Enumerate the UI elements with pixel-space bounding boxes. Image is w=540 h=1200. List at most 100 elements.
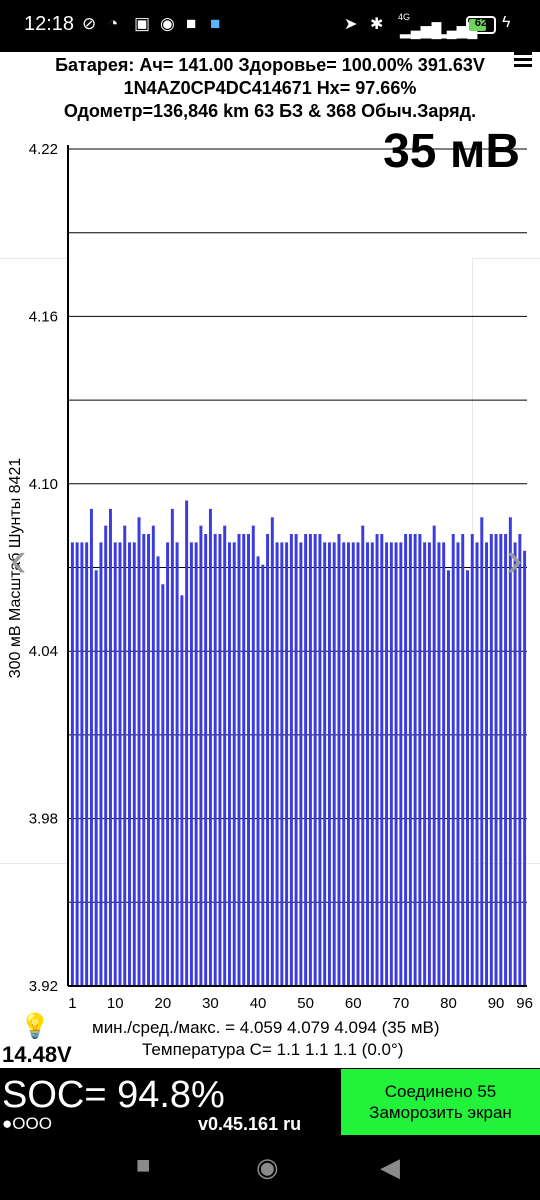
bar (513, 542, 517, 986)
alarm-icon: ◔ (108, 14, 119, 33)
freeze-screen-button[interactable]: Соединено 55 Заморозить экран (341, 1069, 540, 1135)
bar (504, 534, 508, 986)
bar (347, 542, 350, 986)
bar (199, 525, 203, 986)
x-tick-label: 1 (68, 995, 76, 1012)
bar (437, 542, 441, 986)
min-avg-max: мин./сред./макс. = 4.059 4.079 4.094 (35… (92, 1018, 440, 1037)
bar (308, 534, 312, 986)
bar (356, 542, 360, 986)
bar (232, 542, 236, 986)
bar (251, 525, 255, 986)
bar (518, 534, 522, 986)
bar (237, 534, 241, 986)
y-tick-label: 4.16 (29, 308, 58, 325)
bar (499, 534, 503, 986)
bar (289, 534, 293, 986)
bar (175, 542, 179, 986)
bar (85, 542, 89, 986)
next-arrow-icon[interactable]: › (506, 531, 523, 587)
bar (170, 508, 174, 986)
y-tick-label: 3.98 (29, 811, 58, 828)
bar (218, 534, 222, 986)
back-icon[interactable]: ◀ (380, 1152, 400, 1182)
app-blue-icon: ■ (210, 14, 221, 33)
home-icon[interactable]: ◉ (256, 1152, 279, 1182)
bar (456, 542, 460, 986)
bar (99, 542, 103, 986)
bar (89, 508, 93, 986)
bar (247, 534, 250, 986)
x-tick-label: 30 (202, 995, 219, 1012)
signal-icon: ▂▄▆█ (400, 22, 442, 38)
bar (494, 534, 498, 986)
page-dots[interactable]: ●OOO (2, 1114, 52, 1133)
app-version: v0.45.161 ru (198, 1114, 302, 1134)
bar (332, 542, 336, 986)
status-time: 12:18 (24, 13, 75, 35)
charging-icon: ϟ (502, 14, 511, 31)
prev-arrow-icon[interactable]: ‹ (10, 531, 27, 587)
bar (275, 542, 279, 986)
bar (70, 542, 74, 986)
bar (446, 570, 450, 986)
bar (151, 525, 155, 986)
bar (213, 534, 217, 986)
bar (408, 534, 412, 986)
x-tick-label: 20 (154, 995, 171, 1012)
bar (104, 525, 108, 986)
battery-level: 62 (474, 17, 488, 29)
bar (223, 525, 227, 986)
battery-icon: 62 (466, 16, 496, 34)
bar (80, 542, 84, 986)
x-tick-label: 50 (297, 995, 314, 1012)
x-tick-label: 70 (393, 995, 410, 1012)
bar (285, 542, 289, 986)
bar (280, 542, 284, 986)
bar (413, 534, 417, 986)
bar (399, 542, 403, 986)
bar (147, 534, 151, 986)
bar (366, 542, 370, 986)
y-tick-label: 4.10 (29, 476, 58, 493)
bar (442, 542, 446, 986)
bar (113, 542, 117, 986)
bar (337, 534, 341, 986)
lightbulb-icon[interactable]: 💡 (20, 1013, 50, 1040)
x-tick-label: 60 (345, 995, 362, 1012)
bar (361, 525, 365, 986)
bar (128, 542, 131, 986)
navigation-bar (0, 1136, 540, 1200)
voltage-spread: 35 мВ (383, 125, 520, 178)
bar (180, 595, 184, 986)
location-icon: ➤ (344, 16, 358, 33)
bar (351, 542, 355, 986)
bar (523, 550, 527, 986)
bar (394, 542, 398, 986)
bar (404, 534, 408, 986)
soc-value: SOC= 94.8% (2, 1074, 225, 1116)
menu-icon[interactable] (514, 52, 532, 68)
bar (123, 525, 127, 986)
odometer-line: Одометр=136,846 km 63 БЗ & 368 Обыч.Заря… (63, 101, 477, 121)
bar (156, 556, 160, 986)
bluetooth-icon: ✱ (370, 16, 384, 33)
bar (342, 542, 346, 986)
bar (108, 508, 112, 986)
bar (204, 534, 208, 986)
y-tick-label: 4.04 (29, 643, 58, 660)
bar (118, 542, 122, 986)
x-tick-label: 10 (107, 995, 124, 1012)
bar (327, 542, 331, 986)
bar (227, 542, 231, 986)
bar (313, 534, 317, 986)
bar (323, 542, 327, 986)
bar (208, 508, 212, 986)
y-tick-label: 4.22 (29, 141, 58, 158)
recents-icon[interactable]: ■ (136, 1152, 151, 1179)
y-tick-label: 3.92 (29, 978, 58, 995)
bar (370, 542, 374, 986)
bar (389, 542, 393, 986)
bar (261, 564, 265, 986)
bar (242, 534, 246, 986)
